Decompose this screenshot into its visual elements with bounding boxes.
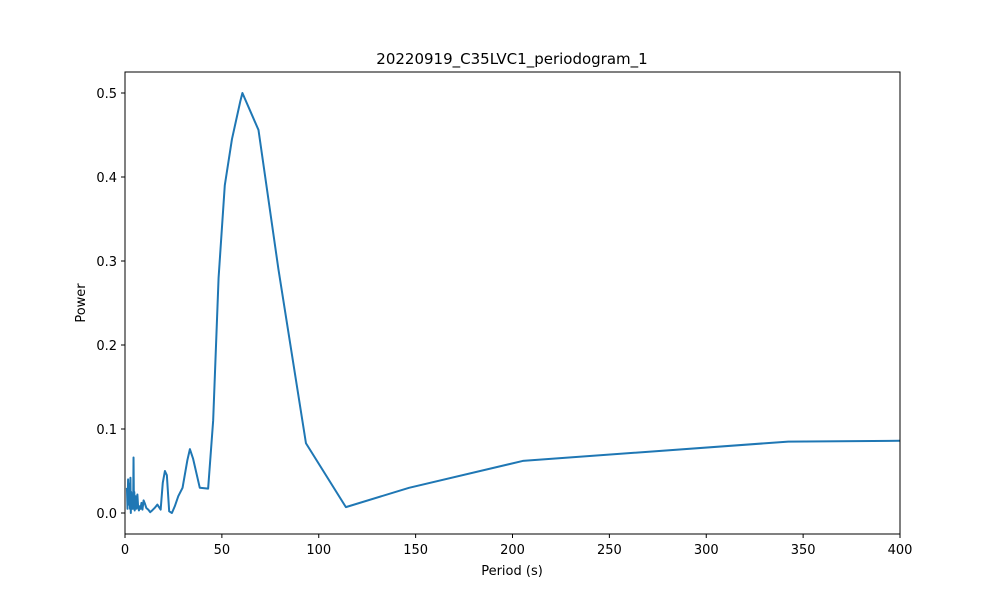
x-tick-label: 0 [121,543,129,558]
x-tick-label: 250 [597,543,622,558]
chart-title: 20220919_C35LVC1_periodogram_1 [376,50,647,69]
x-tick-label: 200 [500,543,525,558]
x-tick-label: 300 [694,543,719,558]
y-tick-label: 0.2 [96,339,117,354]
x-axis-label: Period (s) [481,564,543,579]
series-layer [125,92,901,514]
x-tick-label: 50 [214,543,231,558]
x-tick-label: 150 [403,543,428,558]
y-tick-label: 0.1 [96,423,117,438]
y-axis-ticks: 0.0 0.1 0.2 0.3 0.4 0.5 [96,87,125,522]
y-tick-label: 0.3 [96,255,117,270]
x-tick-label: 100 [306,543,331,558]
y-tick-label: 0.0 [96,507,117,522]
x-axis-ticks: 0 50 100 150 200 250 300 350 400 [121,534,913,558]
y-tick-label: 0.4 [96,171,117,186]
x-tick-label: 400 [888,543,913,558]
x-tick-label: 350 [791,543,816,558]
y-tick-label: 0.5 [96,87,117,102]
y-axis-label: Power [74,283,89,323]
plot-frame [124,71,901,535]
series-line-0 [125,92,901,514]
